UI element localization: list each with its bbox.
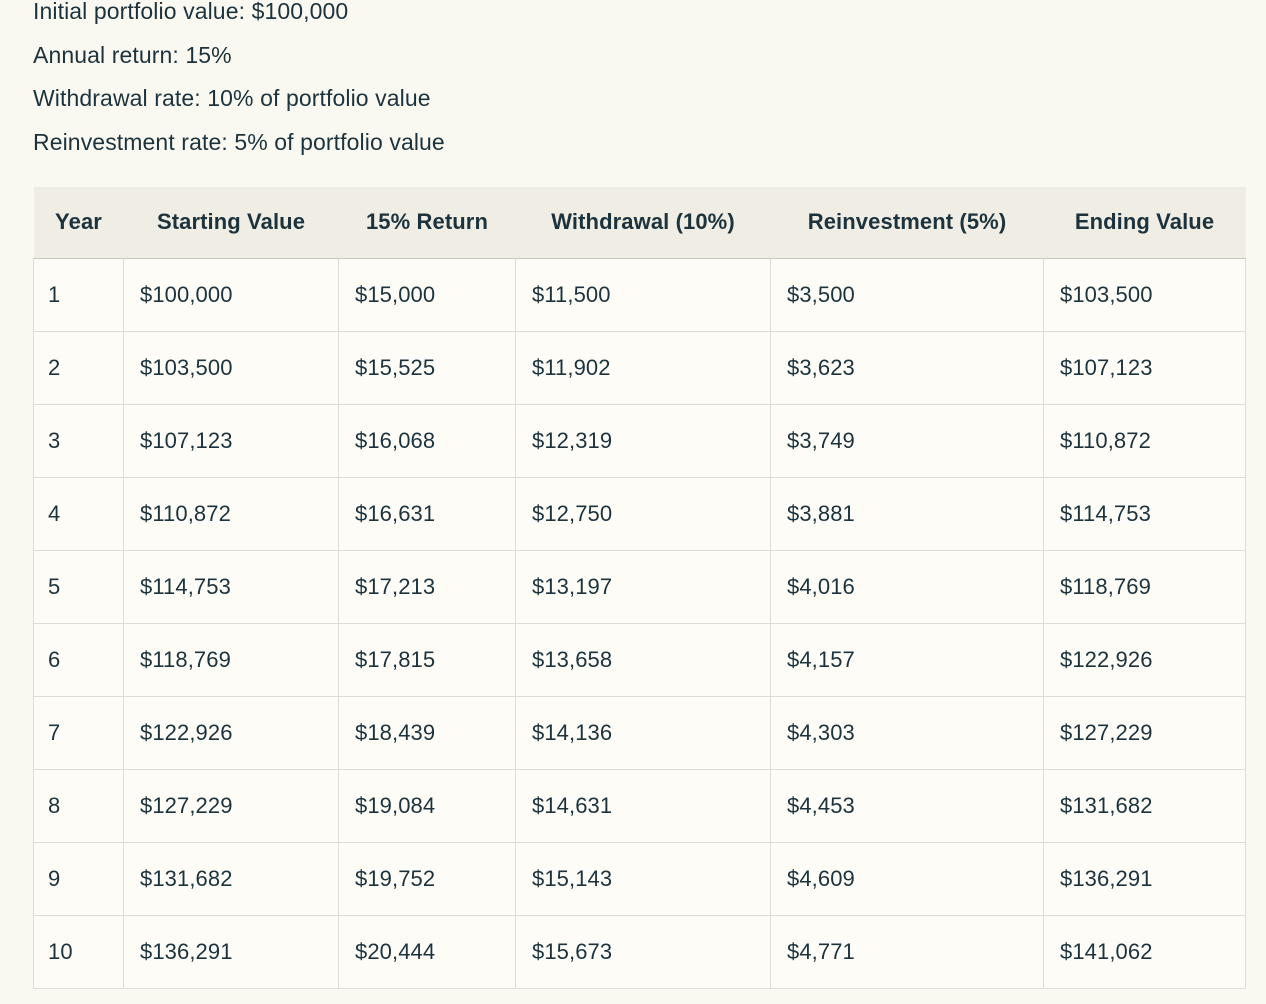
table-cell: $16,631 xyxy=(338,476,516,551)
table-cell: $118,769 xyxy=(123,622,339,697)
table-cell: $19,752 xyxy=(338,841,516,916)
table-cell: $14,631 xyxy=(515,768,771,843)
table-cell: $4,453 xyxy=(770,768,1044,843)
intro-line: Initial portfolio value: $100,000 xyxy=(33,0,349,24)
table-cell: $100,000 xyxy=(123,257,339,332)
table-cell: $107,123 xyxy=(123,403,339,478)
table-cell: $17,815 xyxy=(338,622,516,697)
table-cell: $15,525 xyxy=(338,330,516,405)
table-cell: $136,291 xyxy=(123,914,339,989)
table-cell: $136,291 xyxy=(1043,841,1246,916)
intro-line: Annual return: 15% xyxy=(33,41,232,68)
table-cell: 7 xyxy=(33,695,124,770)
portfolio-projection-table: Year Starting Value 15% Return Withdrawal (… xyxy=(33,187,1246,989)
table-cell: $19,084 xyxy=(338,768,516,843)
table-cell: $131,682 xyxy=(123,841,339,916)
table-cell: 6 xyxy=(33,622,124,697)
table-row: 5 $114,753 $17,213 $13,197 $4,016 $118,769 xyxy=(33,549,1246,624)
table-row: 1 $100,000 $15,000 $11,500 $3,500 $103,500 xyxy=(33,257,1246,332)
column-header: 15% Return xyxy=(338,187,516,259)
table-row: 4 $110,872 $16,631 $12,750 $3,881 $114,753 xyxy=(33,476,1246,551)
table-row: 2 $103,500 $15,525 $11,902 $3,623 $107,123 xyxy=(33,330,1246,405)
intro-line: Reinvestment rate: 5% of portfolio value xyxy=(33,128,445,155)
table-cell: $127,229 xyxy=(1043,695,1246,770)
table-cell: $103,500 xyxy=(1043,257,1246,332)
table-cell: 5 xyxy=(33,549,124,624)
table-cell: $114,753 xyxy=(1043,476,1246,551)
table-cell: $15,000 xyxy=(338,257,516,332)
table-cell: $18,439 xyxy=(338,695,516,770)
table-cell: $17,213 xyxy=(338,549,516,624)
table-cell: $3,500 xyxy=(770,257,1044,332)
table-cell: 4 xyxy=(33,476,124,551)
table-cell: $127,229 xyxy=(123,768,339,843)
table-cell: $13,197 xyxy=(515,549,771,624)
table-cell: $12,750 xyxy=(515,476,771,551)
column-header: Ending Value xyxy=(1043,187,1246,259)
table-cell: 2 xyxy=(33,330,124,405)
table-cell: $12,319 xyxy=(515,403,771,478)
table-cell: $16,068 xyxy=(338,403,516,478)
table-cell: $3,749 xyxy=(770,403,1044,478)
table-cell: $11,902 xyxy=(515,330,771,405)
portfolio-assumptions: Initial portfolio value: $100,000 Annual … xyxy=(33,0,1245,164)
column-header: Withdrawal (10%) xyxy=(515,187,771,259)
column-header: Starting Value xyxy=(123,187,339,259)
table-cell: $13,658 xyxy=(515,622,771,697)
intro-line: Withdrawal rate: 10% of portfolio value xyxy=(33,85,431,111)
table-cell: $4,157 xyxy=(770,622,1044,697)
table-cell: 3 xyxy=(33,403,124,478)
table-row: 6 $118,769 $17,815 $13,658 $4,157 $122,926 xyxy=(33,622,1246,697)
table-row: 9 $131,682 $19,752 $15,143 $4,609 $136,291 xyxy=(33,841,1246,916)
table-cell: $118,769 xyxy=(1043,549,1246,624)
table-cell: $107,123 xyxy=(1043,330,1246,405)
table-cell: 10 xyxy=(33,914,124,989)
table-cell: $103,500 xyxy=(123,330,339,405)
table-cell: 9 xyxy=(33,841,124,916)
table-row: 3 $107,123 $16,068 $12,319 $3,749 $110,872 xyxy=(33,403,1246,478)
table-cell: $110,872 xyxy=(1043,403,1246,478)
table-cell: $20,444 xyxy=(338,914,516,989)
table-cell: $3,881 xyxy=(770,476,1044,551)
table-cell: $4,771 xyxy=(770,914,1044,989)
table-cell: $131,682 xyxy=(1043,768,1246,843)
column-header: Reinvestment (5%) xyxy=(770,187,1044,259)
table-cell: $122,926 xyxy=(1043,622,1246,697)
table-cell: $3,623 xyxy=(770,330,1044,405)
table-row: 10 $136,291 $20,444 $15,673 $4,771 $141,062 xyxy=(33,914,1246,989)
table-cell: $141,062 xyxy=(1043,914,1246,989)
table-cell: 1 xyxy=(33,257,124,332)
table-cell: $122,926 xyxy=(123,695,339,770)
table-cell: $14,136 xyxy=(515,695,771,770)
table-cell: $4,016 xyxy=(770,549,1044,624)
table-header: Year Starting Value 15% Return Withdrawal (… xyxy=(33,187,1246,259)
table-cell: $15,143 xyxy=(515,841,771,916)
table-cell: $4,303 xyxy=(770,695,1044,770)
column-header: Year xyxy=(33,187,124,259)
table-cell: $4,609 xyxy=(770,841,1044,916)
table-cell: 8 xyxy=(33,768,124,843)
table-cell: $15,673 xyxy=(515,914,771,989)
table-cell: $114,753 xyxy=(123,549,339,624)
table-row: 8 $127,229 $19,084 $14,631 $4,453 $131,682 xyxy=(33,768,1246,843)
table-cell: $11,500 xyxy=(515,257,771,332)
table-row: 7 $122,926 $18,439 $14,136 $4,303 $127,229 xyxy=(33,695,1246,770)
table-cell: $110,872 xyxy=(123,476,339,551)
table-header-row: Year Starting Value 15% Return Withdrawal (… xyxy=(33,187,1246,259)
table-body: 1 $100,000 $15,000 $11,500 $3,500 $103,500 2 $1… xyxy=(33,257,1246,989)
